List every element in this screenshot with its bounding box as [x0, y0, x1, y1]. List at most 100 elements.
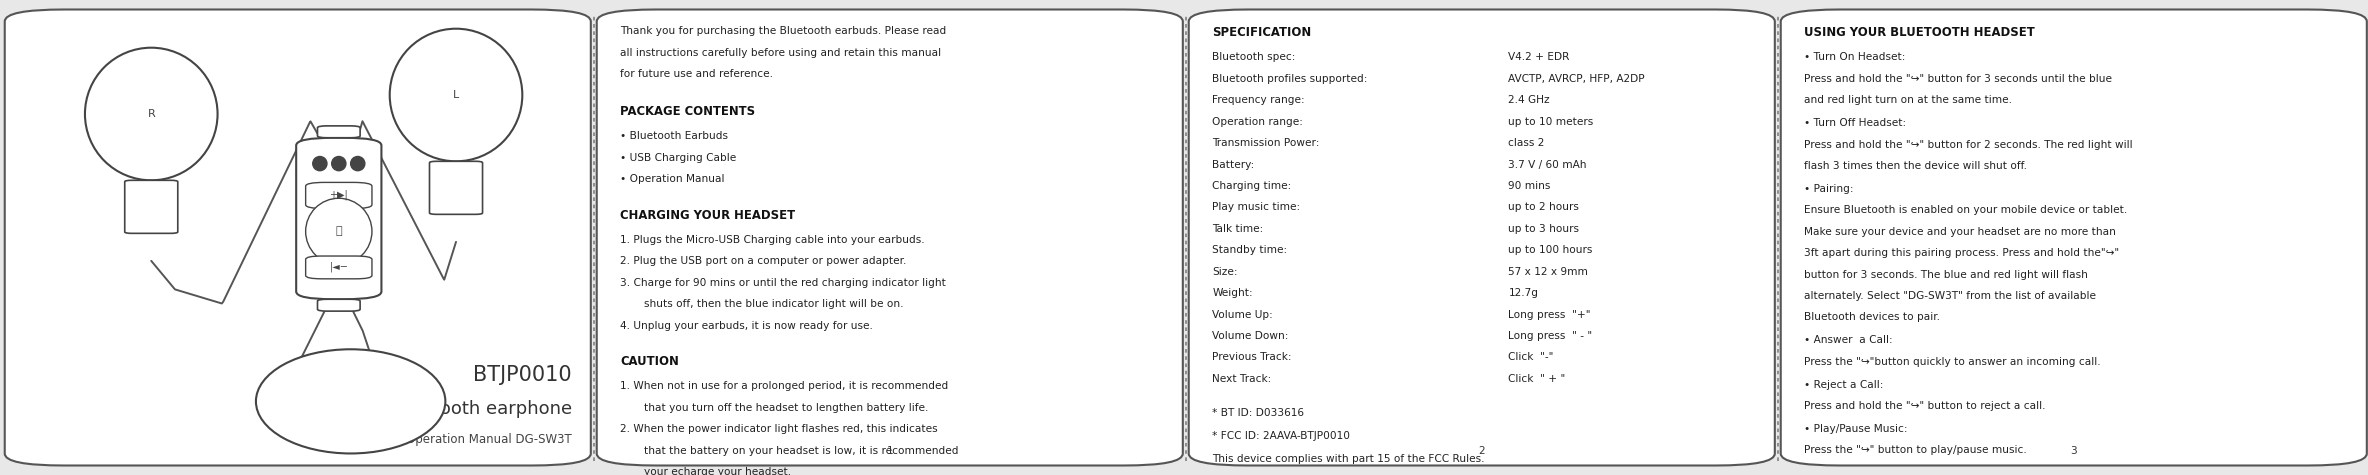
Text: Make sure your device and your headset are no more than: Make sure your device and your headset a… — [1804, 227, 2117, 237]
FancyBboxPatch shape — [126, 180, 178, 233]
Text: 2. When the power indicator light flashes red, this indicates: 2. When the power indicator light flashe… — [620, 424, 938, 434]
Text: button for 3 seconds. The blue and red light will flash: button for 3 seconds. The blue and red l… — [1804, 270, 2089, 280]
Ellipse shape — [313, 156, 327, 171]
Text: Volume Up:: Volume Up: — [1212, 310, 1274, 320]
Text: Weight:: Weight: — [1212, 288, 1253, 298]
Text: USING YOUR BLUETOOTH HEADSET: USING YOUR BLUETOOTH HEADSET — [1804, 26, 2034, 39]
Text: Click  " + ": Click " + " — [1508, 374, 1565, 384]
Text: • Play/Pause Music:: • Play/Pause Music: — [1804, 424, 1909, 434]
Text: 3. Charge for 90 mins or until the red charging indicator light: 3. Charge for 90 mins or until the red c… — [620, 278, 947, 288]
Text: up to 10 meters: up to 10 meters — [1508, 117, 1594, 127]
FancyBboxPatch shape — [597, 10, 1184, 466]
FancyBboxPatch shape — [5, 10, 592, 466]
Text: 1. When not in use for a prolonged period, it is recommended: 1. When not in use for a prolonged perio… — [620, 381, 950, 391]
Text: 90 mins: 90 mins — [1508, 181, 1551, 191]
Text: 2: 2 — [1478, 446, 1485, 456]
Text: that the battery on your headset is low, it is recommended: that the battery on your headset is low,… — [644, 446, 959, 456]
FancyBboxPatch shape — [1189, 10, 1776, 466]
FancyBboxPatch shape — [317, 126, 360, 138]
Text: Frequency range:: Frequency range: — [1212, 95, 1305, 105]
Text: Press and hold the "↪" button to reject a call.: Press and hold the "↪" button to reject … — [1804, 401, 2046, 411]
Ellipse shape — [350, 156, 365, 171]
Text: Thank you for purchasing the Bluetooth earbuds. Please read: Thank you for purchasing the Bluetooth e… — [620, 26, 947, 36]
Text: Operation range:: Operation range: — [1212, 117, 1302, 127]
Text: Press and hold the "↪" button for 2 seconds. The red light will: Press and hold the "↪" button for 2 seco… — [1804, 140, 2134, 150]
Text: 3: 3 — [2070, 446, 2077, 456]
Text: and red light turn on at the same time.: and red light turn on at the same time. — [1804, 95, 2013, 105]
Ellipse shape — [391, 28, 523, 162]
Text: all instructions carefully before using and retain this manual: all instructions carefully before using … — [620, 48, 942, 57]
Text: • Turn Off Headset:: • Turn Off Headset: — [1804, 118, 1906, 128]
Text: • Operation Manual: • Operation Manual — [620, 174, 725, 184]
Text: This device complies with part 15 of the FCC Rules.: This device complies with part 15 of the… — [1212, 454, 1485, 464]
Ellipse shape — [332, 156, 346, 171]
FancyBboxPatch shape — [305, 182, 372, 209]
Text: alternately. Select "DG-SW3T" from the list of available: alternately. Select "DG-SW3T" from the l… — [1804, 291, 2096, 301]
Text: +▶|: +▶| — [329, 189, 348, 200]
Text: * BT ID: D033616: * BT ID: D033616 — [1212, 408, 1305, 418]
Text: • USB Charging Cable: • USB Charging Cable — [620, 152, 736, 162]
Text: • Pairing:: • Pairing: — [1804, 184, 1854, 194]
FancyBboxPatch shape — [305, 256, 372, 279]
Text: CAUTION: CAUTION — [620, 355, 680, 368]
Text: • Reject a Call:: • Reject a Call: — [1804, 380, 1885, 390]
Text: up to 3 hours: up to 3 hours — [1508, 224, 1579, 234]
Text: 2.4 GHz: 2.4 GHz — [1508, 95, 1551, 105]
Text: SPECIFICATION: SPECIFICATION — [1212, 26, 1312, 39]
Text: • Answer  a Call:: • Answer a Call: — [1804, 335, 1892, 345]
Text: Click  "-": Click "-" — [1508, 352, 1553, 362]
FancyBboxPatch shape — [1781, 10, 2368, 466]
Text: Volume Down:: Volume Down: — [1212, 331, 1288, 341]
Text: that you turn off the headset to lengthen battery life.: that you turn off the headset to lengthe… — [644, 403, 928, 413]
Text: Long press  " - ": Long press " - " — [1508, 331, 1594, 341]
Text: AVCTP, AVRCP, HFP, A2DP: AVCTP, AVRCP, HFP, A2DP — [1508, 74, 1646, 84]
Text: Bluetooth earphone: Bluetooth earphone — [393, 399, 573, 418]
Text: Standby time:: Standby time: — [1212, 245, 1288, 255]
Text: your echarge your headset.: your echarge your headset. — [644, 467, 791, 475]
Text: L: L — [452, 90, 459, 100]
Text: flash 3 times then the device will shut off.: flash 3 times then the device will shut … — [1804, 161, 2027, 171]
Text: 3.7 V / 60 mAh: 3.7 V / 60 mAh — [1508, 160, 1587, 170]
Text: Size:: Size: — [1212, 267, 1238, 277]
Text: Previous Track:: Previous Track: — [1212, 352, 1293, 362]
Text: up to 100 hours: up to 100 hours — [1508, 245, 1594, 255]
Text: 1. Plugs the Micro-USB Charging cable into your earbuds.: 1. Plugs the Micro-USB Charging cable in… — [620, 235, 926, 245]
Text: 3ft apart during this pairing process. Press and hold the"↪": 3ft apart during this pairing process. P… — [1804, 248, 2119, 258]
Text: up to 2 hours: up to 2 hours — [1508, 202, 1579, 212]
Text: Play music time:: Play music time: — [1212, 202, 1300, 212]
Text: • Turn On Headset:: • Turn On Headset: — [1804, 53, 1906, 63]
Ellipse shape — [305, 198, 372, 265]
Text: PACKAGE CONTENTS: PACKAGE CONTENTS — [620, 105, 755, 118]
Text: Transmission Power:: Transmission Power: — [1212, 138, 1319, 148]
Text: 2. Plug the USB port on a computer or power adapter.: 2. Plug the USB port on a computer or po… — [620, 256, 907, 266]
Text: |◄−: |◄− — [329, 262, 348, 272]
Text: 1: 1 — [886, 446, 893, 456]
FancyBboxPatch shape — [429, 162, 483, 214]
Text: 12.7g: 12.7g — [1508, 288, 1539, 298]
Text: Charging time:: Charging time: — [1212, 181, 1291, 191]
Text: • Bluetooth Earbuds: • Bluetooth Earbuds — [620, 131, 729, 141]
Ellipse shape — [85, 48, 218, 180]
Text: 57 x 12 x 9mm: 57 x 12 x 9mm — [1508, 267, 1589, 277]
Text: class 2: class 2 — [1508, 138, 1544, 148]
Text: Operation Manual DG-SW3T: Operation Manual DG-SW3T — [407, 433, 573, 446]
Text: Talk time:: Talk time: — [1212, 224, 1265, 234]
Text: Press and hold the "↪" button for 3 seconds until the blue: Press and hold the "↪" button for 3 seco… — [1804, 74, 2112, 84]
Text: CHARGING YOUR HEADSET: CHARGING YOUR HEADSET — [620, 209, 796, 221]
Text: Press the "↪"button quickly to answer an incoming call.: Press the "↪"button quickly to answer an… — [1804, 357, 2100, 367]
Text: * FCC ID: 2AAVA-BTJP0010: * FCC ID: 2AAVA-BTJP0010 — [1212, 431, 1350, 441]
Text: BTJP0010: BTJP0010 — [474, 365, 573, 385]
Text: Battery:: Battery: — [1212, 160, 1255, 170]
Text: shuts off, then the blue indicator light will be on.: shuts off, then the blue indicator light… — [644, 299, 905, 309]
Text: 4. Unplug your earbuds, it is now ready for use.: 4. Unplug your earbuds, it is now ready … — [620, 321, 874, 331]
Text: V4.2 + EDR: V4.2 + EDR — [1508, 53, 1570, 63]
Text: Next Track:: Next Track: — [1212, 374, 1272, 384]
Text: ⏻: ⏻ — [336, 227, 341, 237]
Ellipse shape — [256, 349, 445, 454]
FancyBboxPatch shape — [296, 138, 381, 299]
Text: Bluetooth profiles supported:: Bluetooth profiles supported: — [1212, 74, 1369, 84]
Text: Ensure Bluetooth is enabled on your mobile device or tablet.: Ensure Bluetooth is enabled on your mobi… — [1804, 205, 2129, 215]
Text: Long press  "+": Long press "+" — [1508, 310, 1591, 320]
Text: Bluetooth devices to pair.: Bluetooth devices to pair. — [1804, 313, 1939, 323]
Text: R: R — [147, 109, 156, 119]
